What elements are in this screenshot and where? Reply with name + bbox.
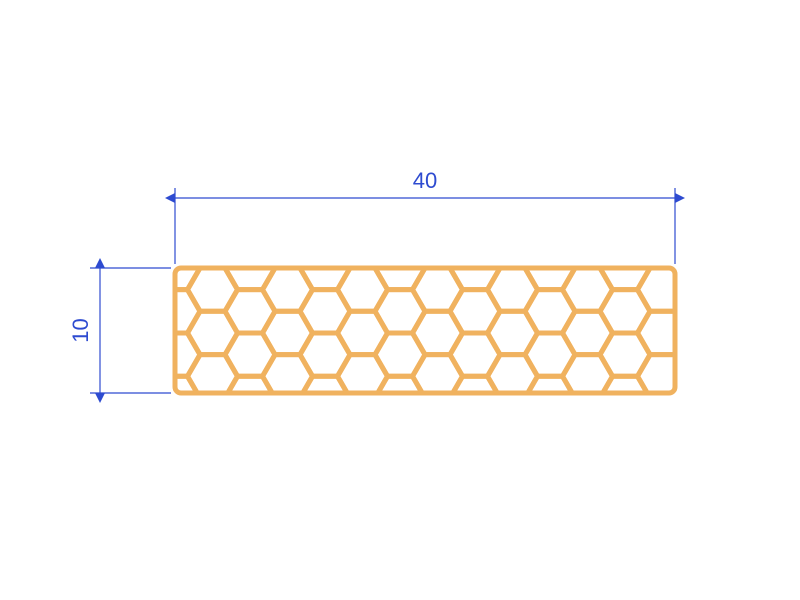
dimension-width-label: 40 — [413, 168, 437, 193]
dimension-height: 10 — [68, 268, 171, 393]
dimension-height-label: 10 — [68, 318, 93, 342]
honeycomb-fill — [113, 203, 726, 484]
dimension-width: 40 — [175, 168, 675, 264]
